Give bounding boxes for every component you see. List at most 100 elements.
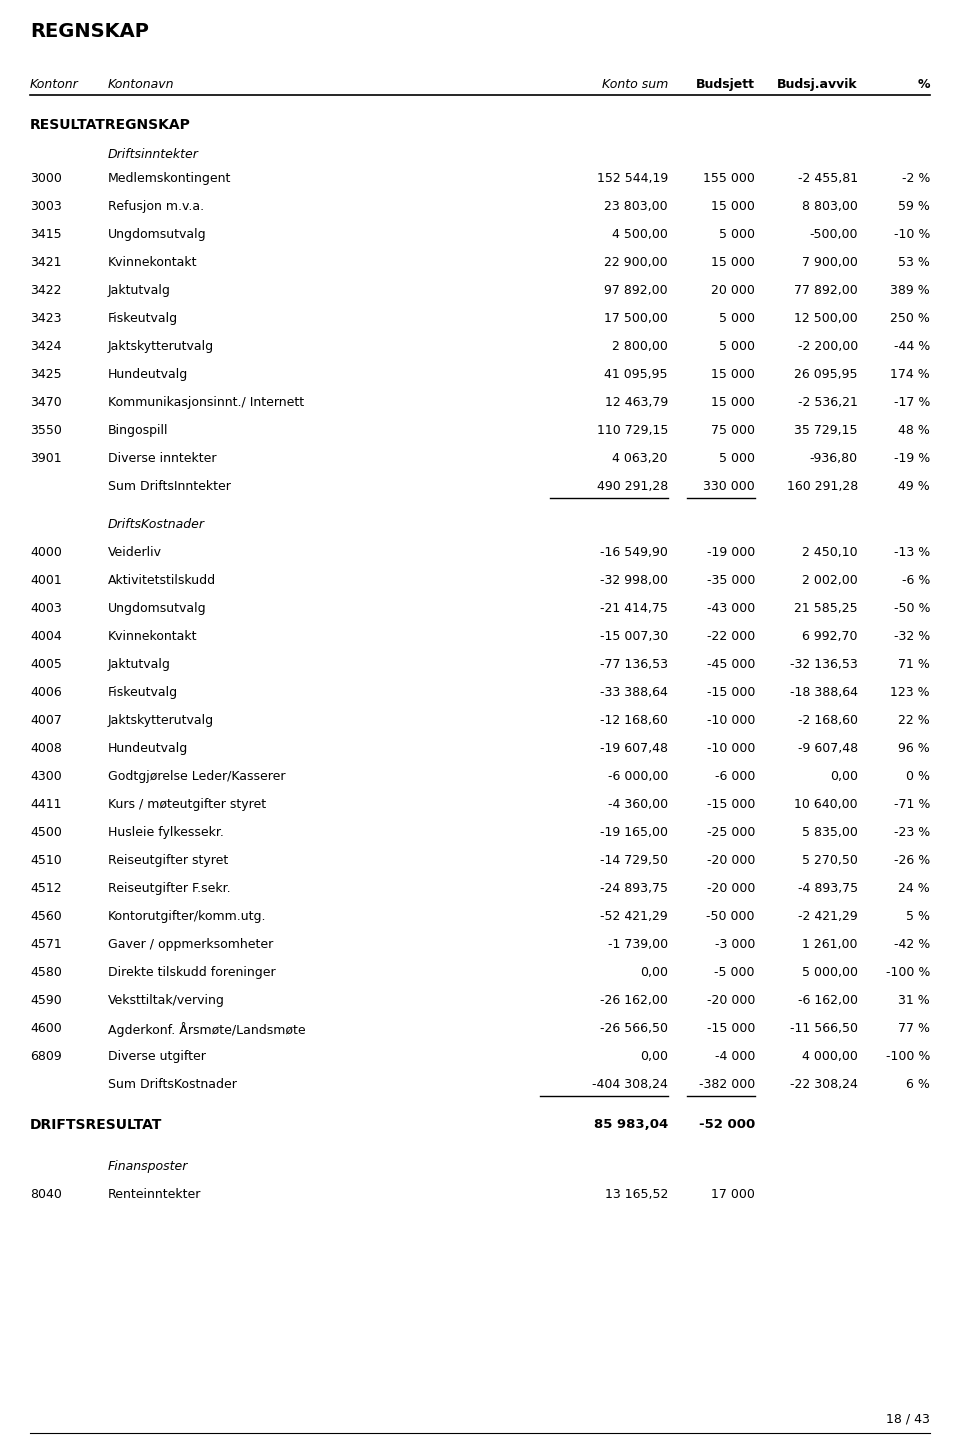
Text: -4 000: -4 000 bbox=[714, 1051, 755, 1064]
Text: 18 / 43: 18 / 43 bbox=[886, 1413, 930, 1426]
Text: 0,00: 0,00 bbox=[830, 770, 858, 784]
Text: 1 261,00: 1 261,00 bbox=[803, 937, 858, 950]
Text: Aktivitetstilskudd: Aktivitetstilskudd bbox=[108, 575, 216, 588]
Text: 77 %: 77 % bbox=[898, 1022, 930, 1035]
Text: 0,00: 0,00 bbox=[640, 966, 668, 979]
Text: -12 168,60: -12 168,60 bbox=[600, 714, 668, 727]
Text: 5 270,50: 5 270,50 bbox=[803, 855, 858, 868]
Text: Godtgjørelse Leder/Kasserer: Godtgjørelse Leder/Kasserer bbox=[108, 770, 285, 784]
Text: -6 000,00: -6 000,00 bbox=[608, 770, 668, 784]
Text: -2 168,60: -2 168,60 bbox=[798, 714, 858, 727]
Text: Gaver / oppmerksomheter: Gaver / oppmerksomheter bbox=[108, 937, 274, 950]
Text: -4 360,00: -4 360,00 bbox=[608, 798, 668, 811]
Text: -71 %: -71 % bbox=[894, 798, 930, 811]
Text: Bingospill: Bingospill bbox=[108, 424, 169, 437]
Text: 5 000,00: 5 000,00 bbox=[802, 966, 858, 979]
Text: Sum DriftsKostnader: Sum DriftsKostnader bbox=[108, 1078, 237, 1091]
Text: 330 000: 330 000 bbox=[704, 480, 755, 493]
Text: -6 162,00: -6 162,00 bbox=[798, 994, 858, 1007]
Text: Medlemskontingent: Medlemskontingent bbox=[108, 173, 231, 184]
Text: 17 500,00: 17 500,00 bbox=[604, 312, 668, 325]
Text: -32 %: -32 % bbox=[894, 630, 930, 643]
Text: Kontonavn: Kontonavn bbox=[108, 78, 175, 91]
Text: -15 000: -15 000 bbox=[707, 686, 755, 699]
Text: -33 388,64: -33 388,64 bbox=[600, 686, 668, 699]
Text: Finansposter: Finansposter bbox=[108, 1159, 188, 1172]
Text: 4005: 4005 bbox=[30, 657, 61, 670]
Text: -19 000: -19 000 bbox=[707, 546, 755, 559]
Text: 152 544,19: 152 544,19 bbox=[597, 173, 668, 184]
Text: Hundeutvalg: Hundeutvalg bbox=[108, 741, 188, 755]
Text: 71 %: 71 % bbox=[899, 657, 930, 670]
Text: Konto sum: Konto sum bbox=[602, 78, 668, 91]
Text: Veksttiltak/verving: Veksttiltak/verving bbox=[108, 994, 225, 1007]
Text: Agderkonf. Årsmøte/Landsmøte: Agderkonf. Årsmøte/Landsmøte bbox=[108, 1022, 305, 1037]
Text: Kvinnekontakt: Kvinnekontakt bbox=[108, 630, 198, 643]
Text: Kontonr: Kontonr bbox=[30, 78, 79, 91]
Text: Diverse utgifter: Diverse utgifter bbox=[108, 1051, 205, 1064]
Text: -15 007,30: -15 007,30 bbox=[600, 630, 668, 643]
Text: 15 000: 15 000 bbox=[711, 396, 755, 409]
Text: 4500: 4500 bbox=[30, 826, 61, 839]
Text: -44 %: -44 % bbox=[894, 340, 930, 353]
Text: 155 000: 155 000 bbox=[703, 173, 755, 184]
Text: -1 739,00: -1 739,00 bbox=[608, 937, 668, 950]
Text: Veiderliv: Veiderliv bbox=[108, 546, 162, 559]
Text: 4571: 4571 bbox=[30, 937, 61, 950]
Text: Ungdomsutvalg: Ungdomsutvalg bbox=[108, 228, 206, 241]
Text: -45 000: -45 000 bbox=[707, 657, 755, 670]
Text: 4580: 4580 bbox=[30, 966, 61, 979]
Text: Kommunikasjonsinnt./ Internett: Kommunikasjonsinnt./ Internett bbox=[108, 396, 304, 409]
Text: 12 500,00: 12 500,00 bbox=[794, 312, 858, 325]
Text: 22 %: 22 % bbox=[899, 714, 930, 727]
Text: 4000: 4000 bbox=[30, 546, 61, 559]
Text: 85 983,04: 85 983,04 bbox=[593, 1119, 668, 1130]
Text: -500,00: -500,00 bbox=[809, 228, 858, 241]
Text: -52 421,29: -52 421,29 bbox=[600, 910, 668, 923]
Text: 3003: 3003 bbox=[30, 200, 61, 213]
Text: -5 000: -5 000 bbox=[714, 966, 755, 979]
Text: 123 %: 123 % bbox=[890, 686, 930, 699]
Text: Diverse inntekter: Diverse inntekter bbox=[108, 453, 217, 464]
Text: 26 095,95: 26 095,95 bbox=[795, 369, 858, 382]
Text: 3422: 3422 bbox=[30, 284, 61, 297]
Text: -18 388,64: -18 388,64 bbox=[790, 686, 858, 699]
Text: 4008: 4008 bbox=[30, 741, 61, 755]
Text: -26 566,50: -26 566,50 bbox=[600, 1022, 668, 1035]
Text: -2 %: -2 % bbox=[901, 173, 930, 184]
Text: 4004: 4004 bbox=[30, 630, 61, 643]
Text: 10 640,00: 10 640,00 bbox=[794, 798, 858, 811]
Text: -23 %: -23 % bbox=[894, 826, 930, 839]
Text: Jaktskytterutvalg: Jaktskytterutvalg bbox=[108, 340, 214, 353]
Text: 0 %: 0 % bbox=[906, 770, 930, 784]
Text: 13 165,52: 13 165,52 bbox=[605, 1188, 668, 1201]
Text: -20 000: -20 000 bbox=[707, 855, 755, 868]
Text: -50 000: -50 000 bbox=[707, 910, 755, 923]
Text: DriftsKostnader: DriftsKostnader bbox=[108, 518, 205, 531]
Text: -35 000: -35 000 bbox=[707, 575, 755, 588]
Text: 4300: 4300 bbox=[30, 770, 61, 784]
Text: Renteinntekter: Renteinntekter bbox=[108, 1188, 202, 1201]
Text: %: % bbox=[918, 78, 930, 91]
Text: Jaktutvalg: Jaktutvalg bbox=[108, 284, 171, 297]
Text: -19 %: -19 % bbox=[894, 453, 930, 464]
Text: -2 455,81: -2 455,81 bbox=[798, 173, 858, 184]
Text: -2 536,21: -2 536,21 bbox=[798, 396, 858, 409]
Text: 5 000: 5 000 bbox=[719, 228, 755, 241]
Text: 24 %: 24 % bbox=[899, 882, 930, 895]
Text: 4006: 4006 bbox=[30, 686, 61, 699]
Text: -14 729,50: -14 729,50 bbox=[600, 855, 668, 868]
Text: 4003: 4003 bbox=[30, 602, 61, 615]
Text: 4001: 4001 bbox=[30, 575, 61, 588]
Text: 15 000: 15 000 bbox=[711, 255, 755, 268]
Text: 3415: 3415 bbox=[30, 228, 61, 241]
Text: -9 607,48: -9 607,48 bbox=[798, 741, 858, 755]
Text: 5 %: 5 % bbox=[906, 910, 930, 923]
Text: 174 %: 174 % bbox=[890, 369, 930, 382]
Text: 2 002,00: 2 002,00 bbox=[803, 575, 858, 588]
Text: 15 000: 15 000 bbox=[711, 200, 755, 213]
Text: -24 893,75: -24 893,75 bbox=[600, 882, 668, 895]
Text: 4 063,20: 4 063,20 bbox=[612, 453, 668, 464]
Text: 4 500,00: 4 500,00 bbox=[612, 228, 668, 241]
Text: Refusjon m.v.a.: Refusjon m.v.a. bbox=[108, 200, 204, 213]
